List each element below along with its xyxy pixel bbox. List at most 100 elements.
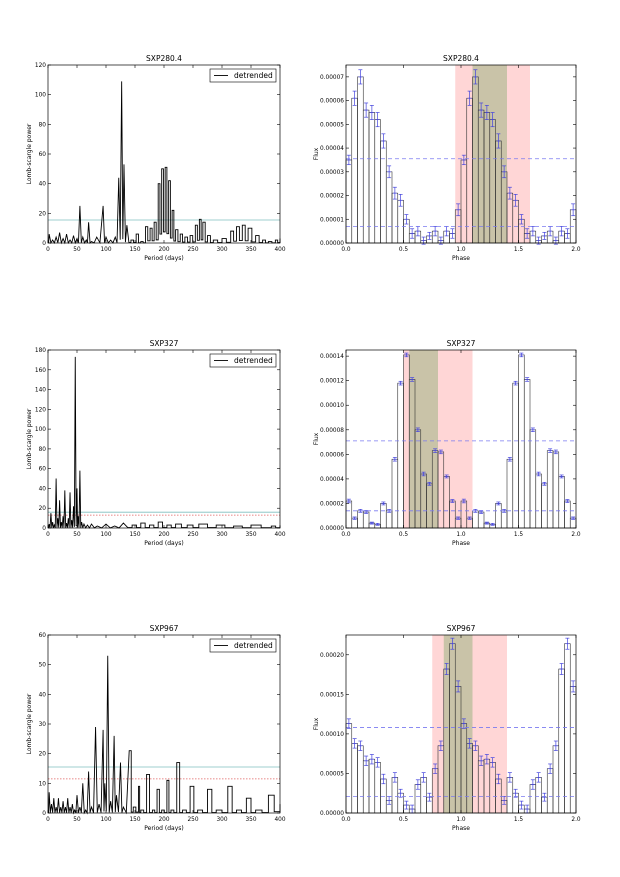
flux-bar [357, 745, 364, 814]
plot-area: 0.0 0.5 1.0 1.5 2.0 0.00000 0.00002 0.00004 0.0… [320, 349, 581, 538]
flux-bar [385, 510, 393, 529]
x-tick-label: 2.0 [571, 817, 581, 823]
y-tick-label: 0.00001 [320, 217, 344, 223]
y-axis-label: Flux [313, 432, 320, 445]
y-tick-label: 80 [39, 122, 47, 128]
legend-box [209, 638, 277, 653]
x-tick-label: 1.0 [456, 532, 466, 538]
y-tick-label: 30 [39, 722, 47, 728]
x-tick-label: 100 [100, 247, 111, 253]
legend-box [209, 353, 277, 368]
flux-bar [374, 119, 381, 244]
y-tick-label: 40 [39, 486, 47, 492]
x-tick-label: 400 [274, 247, 285, 253]
flux-bar [380, 140, 387, 244]
x-axis-label: Phase [452, 825, 470, 832]
plot-area: 0 50 100 150 200 250 300 350 400 0 10 20 30 40 50 60 d… [39, 633, 286, 823]
y-axis-label: Lomb-scargle power [26, 123, 33, 184]
y-tick-label: 0.00004 [320, 146, 344, 152]
x-tick-label: 0 [46, 532, 50, 538]
x-tick-label: 1.5 [514, 532, 524, 538]
legend-label: detrended [234, 71, 273, 80]
flux-bar [518, 354, 525, 529]
legend-label: detrended [234, 356, 273, 365]
flux-bar [558, 668, 565, 814]
legend-label: detrended [234, 641, 273, 650]
panel-sxp967-periodogram: SXP967 0 50 100 150 200 250 300 350 400 0 10 20 30 4… [26, 624, 286, 832]
flux-bar [564, 500, 571, 529]
flux-bar [345, 500, 353, 529]
x-tick-label: 0.5 [399, 247, 409, 253]
x-tick-label: 300 [216, 532, 227, 538]
flux-bar [345, 723, 353, 814]
y-tick-label: 100 [35, 93, 46, 99]
y-tick-label: 0.00007 [320, 75, 344, 81]
plot-area: 0.0 0.5 1.0 1.5 2.0 0.00000 0.00001 0.00002 0.0… [320, 64, 581, 253]
x-tick-label: 100 [100, 817, 111, 823]
flux-bar [541, 483, 548, 529]
flux-bar [506, 777, 514, 814]
flux-bar [362, 511, 370, 529]
chart-title: SXP967 [150, 624, 179, 633]
plot-frame [47, 64, 281, 244]
x-tick-label: 400 [274, 817, 285, 823]
flux-bar [368, 758, 376, 814]
x-tick-label: 250 [187, 817, 198, 823]
y-tick-label: 0.00000 [320, 811, 344, 817]
y-axis-label: Lomb-scargle power [26, 408, 33, 469]
legend-box [209, 68, 277, 83]
y-tick-label: 0.00008 [320, 428, 344, 434]
legend: detrended [209, 68, 277, 83]
panel-sxp327-phase: SXP327 0.0 0.5 1.0 1.5 2.0 0.000000.000020.0… [313, 339, 581, 547]
flux-bar [397, 382, 404, 529]
y-tick-label: 60 [39, 633, 47, 639]
flux-bar [535, 777, 542, 814]
y-tick-label: 60 [39, 467, 47, 473]
flux-bar [558, 476, 565, 529]
y-tick-label: 0.00000 [320, 241, 344, 247]
y-tick-label: 0.00006 [320, 452, 344, 458]
x-tick-label: 0.5 [399, 817, 409, 823]
x-tick-label: 350 [245, 532, 256, 538]
x-axis-label: Period (days) [144, 540, 183, 547]
flux-bar [529, 429, 537, 529]
x-tick-label: 250 [187, 247, 198, 253]
x-tick-label: 200 [158, 247, 169, 253]
x-tick-label: 50 [73, 247, 81, 253]
flux-bar [420, 777, 427, 814]
flux-bar [535, 473, 542, 529]
flux-bar [512, 382, 519, 529]
x-axis-label: Period (days) [144, 255, 183, 262]
flux-bar [351, 97, 358, 244]
x-tick-label: 150 [129, 247, 140, 253]
y-tick-label: 20 [39, 752, 47, 758]
y-tick-label: 40 [39, 182, 47, 188]
flux-bar [506, 458, 514, 529]
chart-title: SXP280.4 [146, 54, 182, 63]
flux-bar [357, 76, 364, 244]
flux-bar [546, 450, 554, 529]
flux-bar [368, 112, 376, 244]
x-tick-label: 0.0 [341, 247, 351, 253]
y-tick-label: 100 [35, 427, 46, 433]
flux-bar [385, 171, 393, 244]
y-tick-label: 50 [39, 663, 47, 669]
x-tick-label: 0.0 [341, 817, 351, 823]
y-tick-label: 160 [35, 368, 46, 374]
y-tick-label: 140 [35, 388, 46, 394]
x-tick-label: 1.5 [514, 247, 524, 253]
flux-bar [357, 510, 364, 529]
chart-title: SXP327 [447, 339, 476, 348]
x-axis-label: Phase [452, 540, 470, 547]
power-curve [48, 81, 281, 245]
flux-bar [391, 192, 399, 244]
core-span [409, 350, 438, 528]
core-span [443, 635, 473, 813]
flux-bar [552, 451, 560, 529]
y-axis-label: Flux [313, 147, 320, 160]
flux-bar [477, 511, 485, 529]
x-tick-label: 300 [216, 247, 227, 253]
flux-bar [552, 745, 560, 814]
chart-title: SXP280.4 [443, 54, 479, 63]
panel-sxp280-phase: SXP280.4 0.0 0.5 1.0 1.5 2.0 0.000000.000010… [313, 54, 581, 262]
